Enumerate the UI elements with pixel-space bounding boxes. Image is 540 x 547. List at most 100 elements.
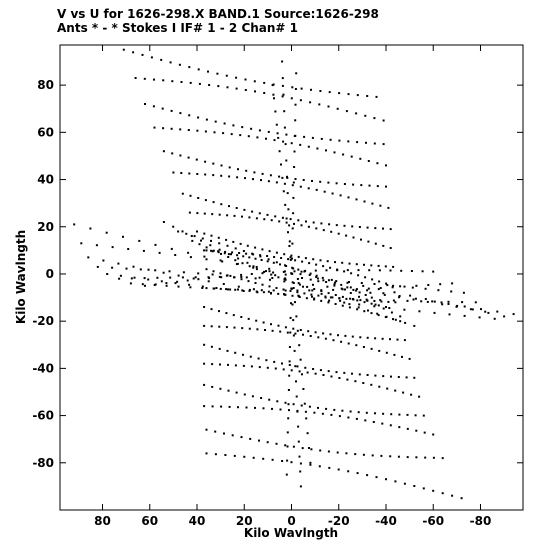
uv-point bbox=[336, 451, 339, 454]
uv-point bbox=[290, 142, 293, 145]
uv-point bbox=[366, 374, 369, 376]
uv-point bbox=[273, 139, 276, 142]
uv-point bbox=[236, 254, 239, 257]
uv-point bbox=[249, 355, 252, 358]
uv-point bbox=[329, 333, 332, 336]
uv-point bbox=[338, 415, 341, 418]
uv-point bbox=[288, 364, 291, 366]
uv-point bbox=[335, 280, 338, 283]
uv-point bbox=[283, 182, 286, 185]
uv-point bbox=[267, 130, 270, 133]
uv-point bbox=[281, 60, 284, 63]
uv-point bbox=[153, 78, 155, 81]
uv-point bbox=[219, 363, 221, 366]
uv-point bbox=[210, 325, 213, 328]
uv-point bbox=[294, 103, 297, 106]
uv-point bbox=[234, 247, 237, 250]
uv-point bbox=[286, 176, 289, 179]
uv-point bbox=[226, 349, 229, 352]
uv-point bbox=[355, 344, 358, 347]
uv-point bbox=[225, 274, 228, 277]
visibility-points bbox=[73, 48, 515, 500]
uv-point bbox=[272, 289, 275, 292]
uv-point bbox=[158, 251, 161, 254]
uv-point bbox=[275, 261, 278, 264]
uv-point bbox=[214, 430, 217, 433]
uv-point bbox=[171, 80, 174, 83]
uv-point bbox=[248, 327, 251, 330]
uv-point bbox=[220, 174, 223, 177]
uv-point bbox=[447, 303, 450, 305]
uv-point bbox=[310, 293, 313, 296]
uv-point bbox=[275, 123, 278, 126]
uv-point bbox=[392, 318, 394, 321]
uv-point bbox=[170, 127, 173, 130]
uv-point bbox=[288, 409, 290, 412]
uv-point bbox=[255, 319, 258, 322]
uv-point bbox=[119, 274, 122, 277]
uv-point bbox=[381, 337, 384, 340]
uv-point bbox=[427, 284, 430, 286]
uv-point bbox=[401, 355, 403, 358]
uv-point bbox=[312, 258, 315, 261]
uv-point bbox=[439, 283, 442, 286]
uv-point bbox=[127, 248, 130, 250]
uv-point bbox=[406, 456, 409, 459]
uv-point bbox=[362, 284, 365, 287]
uv-point bbox=[282, 140, 285, 143]
uv-point bbox=[299, 462, 302, 465]
uv-point bbox=[252, 265, 255, 268]
uv-point bbox=[341, 288, 344, 291]
uv-point bbox=[357, 269, 360, 272]
uv-point bbox=[371, 454, 374, 457]
uv-point bbox=[227, 253, 230, 256]
uv-point bbox=[281, 176, 284, 179]
uv-point bbox=[418, 310, 421, 313]
uv-point bbox=[230, 253, 232, 256]
uv-point bbox=[317, 294, 320, 297]
uv-point bbox=[382, 244, 385, 247]
uv-point bbox=[399, 285, 402, 288]
uv-point bbox=[295, 315, 298, 318]
uv-point bbox=[212, 249, 215, 252]
uv-point bbox=[254, 90, 256, 93]
uv-point bbox=[301, 447, 304, 450]
uv-point bbox=[298, 344, 301, 347]
uv-point bbox=[356, 94, 359, 97]
uv-point bbox=[292, 327, 295, 330]
uv-point bbox=[287, 258, 290, 261]
uv-point bbox=[335, 182, 338, 185]
uv-point bbox=[336, 269, 339, 272]
uv-point bbox=[357, 306, 360, 309]
uv-point bbox=[277, 292, 280, 295]
uv-point bbox=[325, 269, 328, 272]
uv-point bbox=[373, 117, 376, 120]
uv-point bbox=[293, 222, 295, 225]
uv-point bbox=[318, 103, 321, 106]
uv-point bbox=[293, 349, 296, 352]
uv-point bbox=[460, 497, 463, 500]
uv-point bbox=[256, 136, 259, 139]
uv-point bbox=[392, 299, 395, 302]
uv-point bbox=[293, 166, 296, 168]
uv-point bbox=[284, 273, 287, 276]
uv-point bbox=[386, 284, 389, 287]
uv-point bbox=[233, 326, 236, 329]
uv-point bbox=[295, 72, 298, 75]
uv-point bbox=[154, 243, 157, 246]
uv-point bbox=[295, 395, 298, 398]
uv-point bbox=[355, 417, 358, 420]
uv-point bbox=[231, 434, 234, 437]
uv-point bbox=[229, 274, 232, 277]
uv-point bbox=[284, 264, 286, 267]
uv-point bbox=[233, 454, 236, 457]
uv-point bbox=[324, 337, 327, 340]
uv-point bbox=[241, 289, 244, 292]
uv-point bbox=[282, 93, 285, 96]
uv-point bbox=[287, 417, 290, 420]
uv-point bbox=[297, 219, 300, 222]
uv-point bbox=[257, 357, 260, 360]
uv-point bbox=[302, 179, 305, 181]
uv-point bbox=[343, 224, 346, 227]
uv-point bbox=[393, 353, 396, 356]
